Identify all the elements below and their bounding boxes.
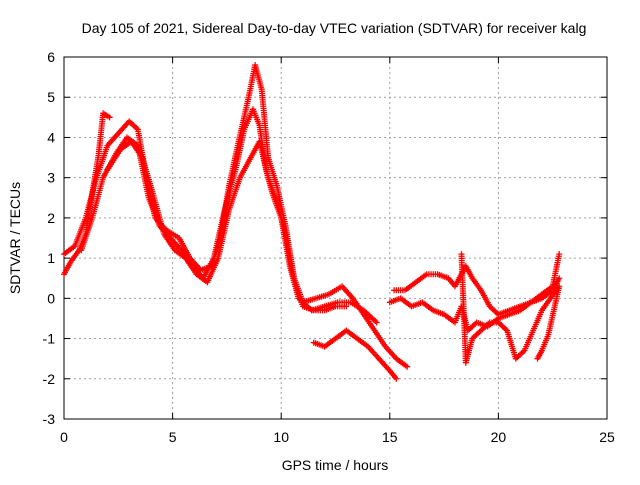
y-tick-label: 4 [47,129,55,145]
y-tick-label: 6 [47,49,55,65]
y-tick-label: -3 [43,411,56,427]
x-tick-label: 15 [382,429,398,445]
y-tick-label: 3 [47,170,55,186]
data-point-track-c [373,319,380,326]
data-point-track-h [534,355,541,362]
y-tick-label: 2 [47,210,55,226]
grid [64,57,607,419]
x-axis-label: GPS time / hours [282,457,389,473]
x-tick-label: 25 [599,429,615,445]
data-point-track-a [106,114,113,121]
x-tick-label: 20 [491,429,507,445]
x-axis: 0 5 10 15 20 25 [60,57,615,445]
chart-title: Day 105 of 2021, Sidereal Day-to-day VTE… [82,20,587,36]
x-tick-label: 10 [273,429,289,445]
y-tick-label: 1 [47,250,55,266]
y-tick-label: -2 [43,371,56,387]
x-tick-label: 5 [169,429,177,445]
y-axis: -3 -2 -1 0 1 2 3 4 5 6 [43,49,607,427]
data-point-track-d [343,303,350,310]
data-points [61,62,563,382]
plot-frame [63,56,608,420]
y-tick-label: 5 [47,89,55,105]
y-tick-label: -1 [43,331,56,347]
data-point-track-b [404,363,411,370]
x-tick-label: 0 [60,429,68,445]
y-tick-label: 0 [47,290,55,306]
data-point-track-g [556,251,563,258]
data-point-track-e [393,375,400,382]
y-axis-label: SDTVAR / TECUs [7,182,23,294]
